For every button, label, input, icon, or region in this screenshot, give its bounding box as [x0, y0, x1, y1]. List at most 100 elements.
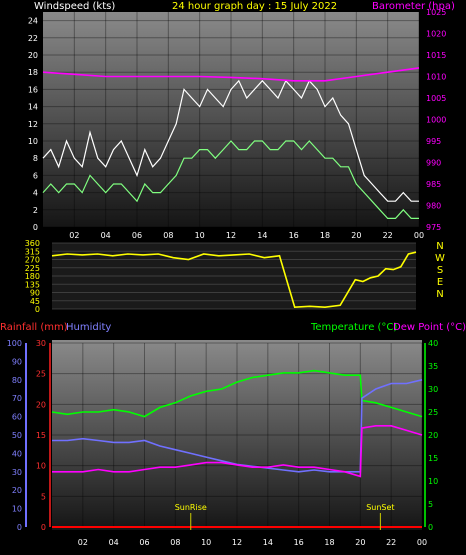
windavg-line — [42, 140, 419, 219]
wind-y-tick: 18 — [28, 68, 38, 77]
wind-y-tick: 6 — [33, 171, 38, 180]
rain-y-tick: 5 — [41, 492, 46, 501]
temp-y-tick: 15 — [428, 454, 438, 463]
rain-y-tick: 10 — [36, 462, 46, 471]
wind-x-tick: 08 — [163, 231, 173, 240]
wind-x-tick: 20 — [351, 231, 361, 240]
baro-y-tick: 1000 — [426, 116, 446, 125]
wind-x-tick: 02 — [69, 231, 79, 240]
baro-y-tick: 1010 — [426, 73, 446, 82]
temperature-axis-label: Temperature (°C) — [310, 322, 397, 333]
temp-y-tick: 40 — [428, 339, 438, 348]
compass-label: N — [436, 289, 443, 300]
grid-layer — [43, 12, 423, 528]
humidity-y-tick: 20 — [12, 486, 22, 495]
dewpoint-line — [52, 424, 423, 478]
temp-y-tick: 35 — [428, 362, 438, 371]
temp-x-tick: 18 — [324, 538, 334, 547]
wind-y-tick: 0 — [33, 223, 38, 232]
rain-y-tick: 30 — [36, 339, 46, 348]
temp-x-tick: 04 — [109, 538, 119, 547]
dewpoint-axis-label: Dew Point (°C) — [393, 322, 466, 333]
wind-x-tick: 12 — [226, 231, 236, 240]
windspeed-line — [42, 79, 419, 202]
wind-y-tick: 20 — [28, 51, 38, 60]
humidity-y-tick: 90 — [12, 357, 22, 366]
temp-x-tick: 14 — [263, 538, 273, 547]
sunrise-label: SunRise — [175, 503, 207, 512]
baro-y-tick: 980 — [426, 202, 441, 211]
humidity-y-tick: 100 — [7, 339, 22, 348]
wind-x-tick: 16 — [289, 231, 299, 240]
rain-y-tick: 20 — [36, 400, 46, 409]
wind-y-tick: 2 — [33, 206, 38, 215]
wind-x-tick: 06 — [132, 231, 142, 240]
humidity-y-tick: 80 — [12, 376, 22, 385]
humidity-y-tick: 0 — [17, 523, 22, 532]
humidity-y-tick: 30 — [12, 468, 22, 477]
wind-x-tick: 22 — [383, 231, 393, 240]
temp-y-tick: 20 — [428, 431, 438, 440]
wind-y-tick: 16 — [28, 85, 38, 94]
barometer-axis-label: Barometer (hpa) — [372, 1, 455, 12]
wind-y-tick: 14 — [28, 103, 38, 112]
temp-y-tick: 25 — [428, 408, 438, 417]
temp-y-tick: 0 — [428, 523, 433, 532]
barometer-line — [42, 67, 420, 82]
dir-y-tick: 225 — [25, 264, 40, 273]
rain-y-tick: 15 — [36, 431, 46, 440]
temp-y-tick: 30 — [428, 385, 438, 394]
temp-x-tick: 12 — [232, 538, 242, 547]
temp-x-tick: 10 — [201, 538, 211, 547]
compass-label: E — [437, 277, 443, 288]
temp-y-tick: 5 — [428, 500, 433, 509]
temp-x-tick: 08 — [170, 538, 180, 547]
baro-y-tick: 1015 — [426, 51, 446, 60]
baro-y-tick: 1020 — [426, 30, 446, 39]
rain-y-tick: 25 — [36, 370, 46, 379]
wind-y-tick: 12 — [28, 120, 38, 129]
temp-x-tick: 20 — [355, 538, 365, 547]
rainfall-axis-label: Rainfall (mm) — [0, 322, 68, 333]
dir-y-tick: 45 — [30, 297, 40, 306]
baro-y-tick: 975 — [426, 223, 441, 232]
wind-y-tick: 8 — [33, 154, 38, 163]
wind-x-tick: 00 — [414, 231, 424, 240]
dir-y-tick: 270 — [25, 256, 40, 265]
dir-y-tick: 180 — [25, 272, 40, 281]
rain-y-tick: 0 — [41, 523, 46, 532]
wind-x-tick: 04 — [101, 231, 111, 240]
temp-x-tick: 06 — [139, 538, 149, 547]
wind-x-tick: 10 — [195, 231, 205, 240]
temp-y-tick: 10 — [428, 477, 438, 486]
wind-y-tick: 24 — [28, 17, 38, 26]
dir-y-tick: 360 — [25, 239, 40, 248]
baro-y-tick: 995 — [426, 137, 441, 146]
compass-label: N — [436, 241, 443, 252]
baro-y-tick: 1025 — [426, 8, 446, 17]
baro-y-tick: 1005 — [426, 94, 446, 103]
compass-label: S — [437, 265, 443, 276]
dir-y-tick: 315 — [25, 247, 40, 256]
wind-panel-bg — [43, 12, 419, 227]
humidity-axis-label: Humidity — [66, 322, 111, 333]
chart-title: 24 hour graph day : 15 July 2022 — [172, 1, 337, 12]
wind-x-tick: 18 — [320, 231, 330, 240]
humidity-y-tick: 60 — [12, 413, 22, 422]
direction-line — [51, 251, 417, 309]
baro-y-tick: 990 — [426, 159, 441, 168]
compass-label: W — [435, 253, 445, 264]
baro-y-tick: 985 — [426, 180, 441, 189]
sunset-label: SunSet — [366, 503, 394, 512]
wind-y-tick: 22 — [28, 34, 38, 43]
temp-x-tick: 16 — [294, 538, 304, 547]
humidity-y-tick: 40 — [12, 449, 22, 458]
humidity-y-tick: 50 — [12, 431, 22, 440]
temp-x-tick: 22 — [386, 538, 396, 547]
windspeed-axis-label: Windspeed (kts) — [34, 1, 115, 12]
axis-layer: 0246810121416182022249759809859909951000… — [7, 8, 447, 547]
dir-y-tick: 90 — [30, 289, 40, 298]
temp-x-tick: 02 — [78, 538, 88, 547]
wind-y-tick: 10 — [28, 137, 38, 146]
